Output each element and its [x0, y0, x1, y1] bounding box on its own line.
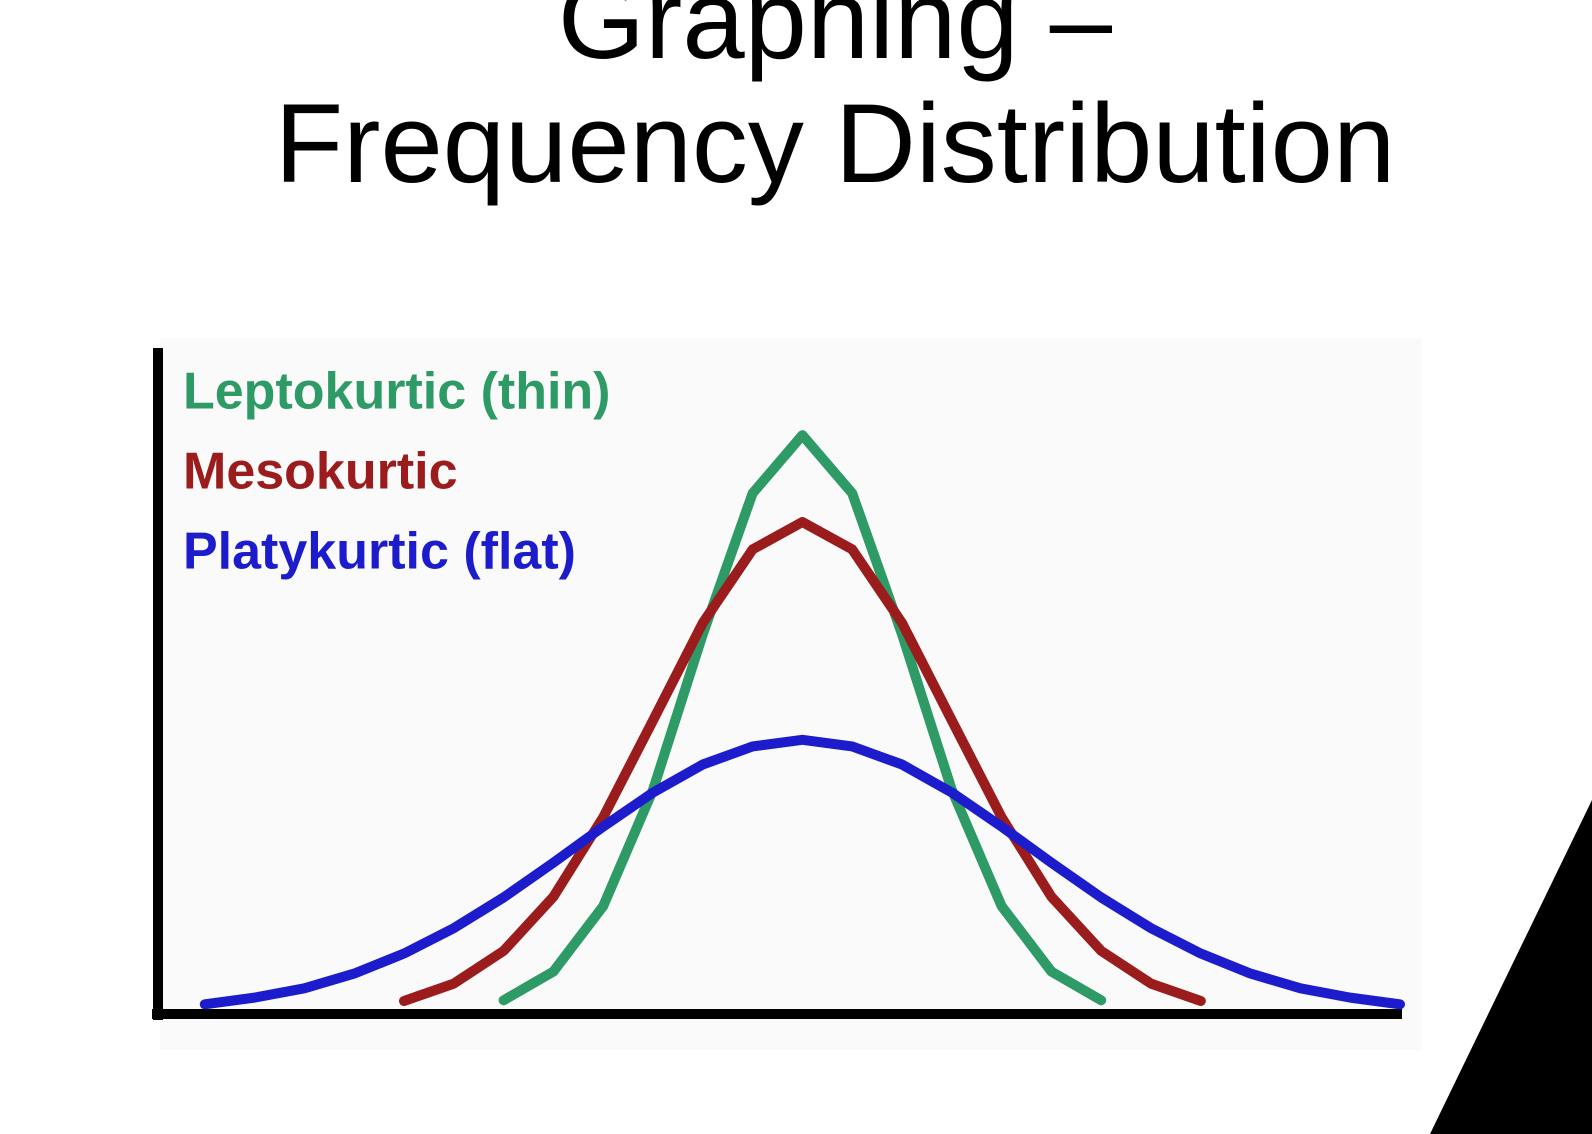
chart-title: Graphing – Frequency Distribution — [274, 0, 1396, 206]
series-line — [399, 517, 1206, 1006]
legend-entry: Mesokurtic — [183, 443, 458, 501]
legend-entry: Leptokurtic (thin) — [183, 363, 611, 421]
legend-entry: Platykurtic (flat) — [183, 523, 576, 581]
plot-background — [160, 338, 1422, 1050]
corner-shape — [1430, 800, 1592, 1134]
series-line — [199, 734, 1405, 1010]
series-line — [498, 430, 1107, 1006]
